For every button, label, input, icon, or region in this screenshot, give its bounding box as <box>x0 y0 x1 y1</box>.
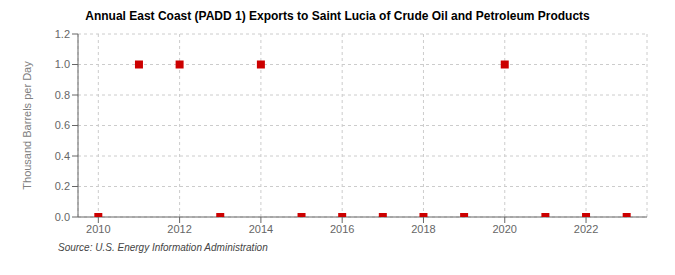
svg-text:2022: 2022 <box>574 223 598 235</box>
svg-text:2018: 2018 <box>411 223 435 235</box>
svg-text:2010: 2010 <box>86 223 110 235</box>
svg-text:0.0: 0.0 <box>55 211 70 223</box>
html-text:Source: U.S. Energy Informatio: Source: U.S. Energy Information Administ… <box>58 242 268 253</box>
svg-text:0.4: 0.4 <box>55 150 70 162</box>
svg-text:2020: 2020 <box>493 223 517 235</box>
svg-text:0.2: 0.2 <box>55 180 70 192</box>
svg-text:Thousand Barrels per Day: Thousand Barrels per Day <box>21 61 33 190</box>
svg-text:1.0: 1.0 <box>55 58 70 70</box>
svg-text:0.6: 0.6 <box>55 119 70 131</box>
svg-text:2016: 2016 <box>330 223 354 235</box>
svg-text:0.8: 0.8 <box>55 89 70 101</box>
html-text:Annual East Coast (PADD 1) Exp: Annual East Coast (PADD 1) Exports to Sa… <box>85 9 590 23</box>
svg-text:1.2: 1.2 <box>55 28 70 40</box>
svg-text:2012: 2012 <box>167 223 191 235</box>
svg-text:2014: 2014 <box>249 223 273 235</box>
